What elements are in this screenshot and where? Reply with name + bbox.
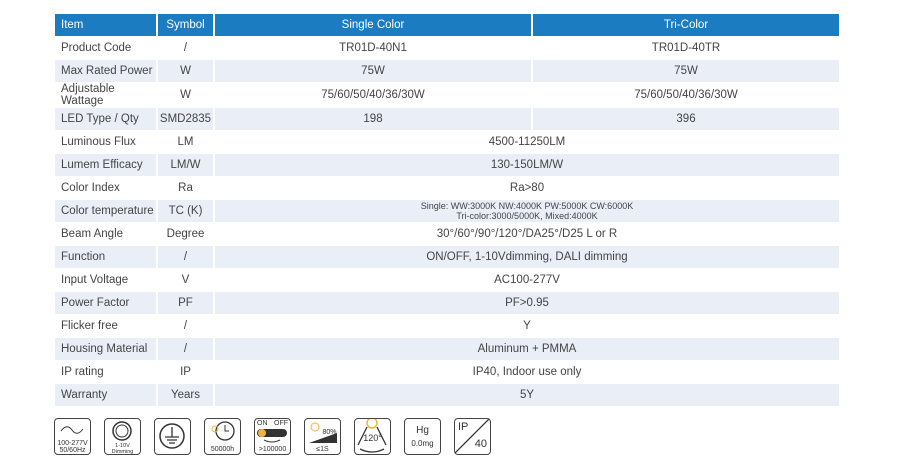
tri-color-cell: 75W xyxy=(533,60,839,83)
header-single: Single Color xyxy=(215,14,531,37)
ip-rating-icon: IP 40 xyxy=(454,418,491,455)
table-row: LED Type / Qty SMD2835 198 396 xyxy=(55,108,839,131)
table-row: Max Rated Power W 75W 75W xyxy=(55,60,839,83)
table-row: Beam Angle Degree 30°/60°/90°/120°/DA25°/D… xyxy=(55,223,839,246)
beam-angle-icon: 120° xyxy=(354,418,391,455)
symbol-cell: PF xyxy=(158,292,213,315)
symbol-cell: / xyxy=(158,315,213,338)
table-row: Color temperature TC (K) Single: WW:3000K … xyxy=(55,200,839,223)
symbol-cell: V xyxy=(158,269,213,292)
header-item: Item xyxy=(55,14,156,37)
value-cell: ON/OFF, 1-10Vdimming, DALI dimming xyxy=(215,246,839,269)
symbol-cell: W xyxy=(158,60,213,83)
table-row: Lumem Efficacy LM/W 130-150LM/W xyxy=(55,154,839,177)
symbol-cell: Years xyxy=(158,384,213,407)
header-tri: Tri-Color xyxy=(533,14,839,37)
symbol-cell: SMD2835 xyxy=(158,108,213,131)
table-row: Color Index Ra Ra>80 xyxy=(55,177,839,200)
item-cell: Beam Angle xyxy=(55,223,156,246)
tri-color-cell: 75/60/50/40/36/30W xyxy=(533,83,839,108)
symbol-cell: Ra xyxy=(158,177,213,200)
table-row: Input Voltage V AC100-277V xyxy=(55,269,839,292)
value-cell: Single: WW:3000K NW:4000K PW:5000K CW:60… xyxy=(215,200,839,223)
symbol-cell: TC (K) xyxy=(158,200,213,223)
item-cell: Housing Material xyxy=(55,338,156,361)
ground-icon xyxy=(154,418,191,455)
symbol-cell: / xyxy=(158,338,213,361)
table-row: Product Code / TR01D-40N1 TR01D-40TR xyxy=(55,37,839,60)
value-cell: 5Y xyxy=(215,384,839,407)
value-line: Tri-color:3000/5000K, Mixed:4000K xyxy=(456,211,598,221)
value-cell: 4500-11250LM xyxy=(215,131,839,154)
switch-icon: ON OFF >100000 xyxy=(254,418,291,455)
single-color-cell: TR01D-40N1 xyxy=(215,37,531,60)
startup-icon: 80% ≤1S xyxy=(304,418,341,455)
value-cell: 130-150LM/W xyxy=(215,154,839,177)
symbol-cell: / xyxy=(158,246,213,269)
value-cell: 30°/60°/90°/120°/DA25°/D25 L or R xyxy=(215,223,839,246)
table-row: Power Factor PF PF>0.95 xyxy=(55,292,839,315)
symbol-cell: W xyxy=(158,83,213,108)
voltage-icon: 100-277V 50/60Hz xyxy=(54,418,91,455)
value-cell: Ra>80 xyxy=(215,177,839,200)
value-cell: IP40, Indoor use only xyxy=(215,361,839,384)
item-cell: IP rating xyxy=(55,361,156,384)
single-color-cell: 75/60/50/40/36/30W xyxy=(215,83,531,108)
table-row: Adjustable Wattage W 75/60/50/40/36/30W 75/… xyxy=(55,83,839,108)
item-cell: Luminous Flux xyxy=(55,131,156,154)
item-cell: Color temperature xyxy=(55,200,156,223)
value-cell: AC100-277V xyxy=(215,269,839,292)
item-cell: Power Factor xyxy=(55,292,156,315)
single-color-cell: 75W xyxy=(215,60,531,83)
tri-color-cell: 396 xyxy=(533,108,839,131)
tri-color-cell: TR01D-40TR xyxy=(533,37,839,60)
table-row: IP rating IP IP40, Indoor use only xyxy=(55,361,839,384)
symbol-cell: LM/W xyxy=(158,154,213,177)
symbol-cell: / xyxy=(158,37,213,60)
single-color-cell: 198 xyxy=(215,108,531,131)
spec-table: Item Symbol Single Color Tri-Color Produ… xyxy=(53,14,841,407)
item-cell: Input Voltage xyxy=(55,269,156,292)
dimming-icon: 1-10V Dimming xyxy=(104,418,141,455)
symbol-cell: Degree xyxy=(158,223,213,246)
symbol-cell: IP xyxy=(158,361,213,384)
item-cell: Lumem Efficacy xyxy=(55,154,156,177)
table-row: Function / ON/OFF, 1-10Vdimming, DALI dimm… xyxy=(55,246,839,269)
mercury-icon: Hg 0.0mg xyxy=(404,418,441,455)
header-symbol: Symbol xyxy=(158,14,213,37)
item-cell: Color Index xyxy=(55,177,156,200)
value-cell: Aluminum + PMMA xyxy=(215,338,839,361)
table-row: Luminous Flux LM 4500-11250LM xyxy=(55,131,839,154)
item-cell: Warranty xyxy=(55,384,156,407)
feature-icons: 100-277V 50/60Hz 1-10V Dimming 50000h ON OF… xyxy=(54,418,504,455)
item-cell: Flicker free xyxy=(55,315,156,338)
item-cell: LED Type / Qty xyxy=(55,108,156,131)
table-row: Housing Material / Aluminum + PMMA xyxy=(55,338,839,361)
value-line: Single: WW:3000K NW:4000K PW:5000K CW:60… xyxy=(420,201,634,211)
value-cell: PF>0.95 xyxy=(215,292,839,315)
table-row: Warranty Years 5Y xyxy=(55,384,839,407)
item-cell: Adjustable Wattage xyxy=(55,83,156,108)
symbol-cell: LM xyxy=(158,131,213,154)
lifetime-icon: 50000h xyxy=(204,418,241,455)
item-cell: Function xyxy=(55,246,156,269)
value-cell: Y xyxy=(215,315,839,338)
table-row: Flicker free / Y xyxy=(55,315,839,338)
item-cell: Product Code xyxy=(55,37,156,60)
item-cell: Max Rated Power xyxy=(55,60,156,83)
